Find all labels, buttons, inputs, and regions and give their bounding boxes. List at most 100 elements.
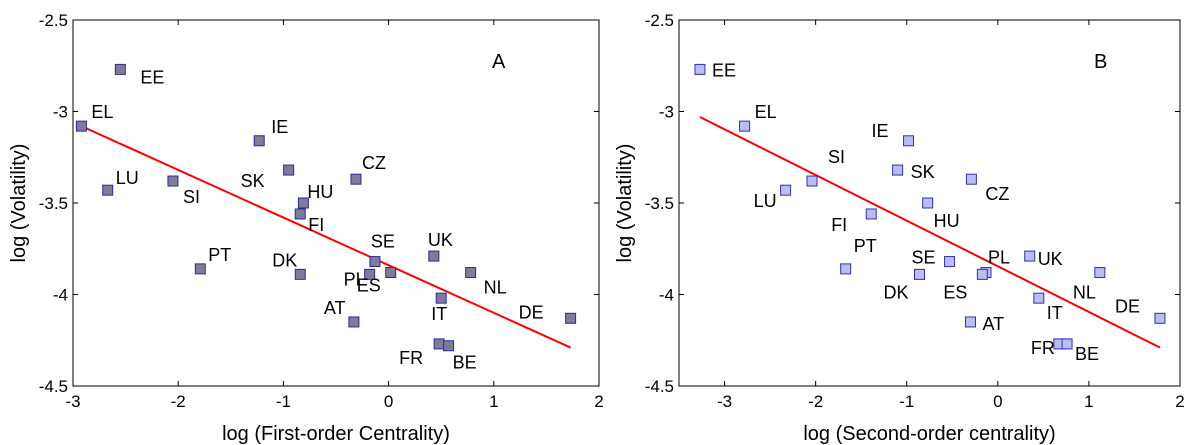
data-point-si <box>806 175 818 187</box>
data-point-cz <box>965 173 977 185</box>
data-point-it <box>435 292 447 304</box>
data-point-es <box>385 267 397 279</box>
panel-letter: B <box>1094 51 1107 73</box>
x-tick-label: 1 <box>1084 392 1093 411</box>
data-point-hu <box>922 197 934 209</box>
panel-a: -3 -2 -1 0 1 2 -2.5 -3 -3.5 -4 -4.5 log (First-orde… <box>8 11 604 445</box>
point-label-dk: DK <box>272 250 297 270</box>
data-point-cz <box>350 173 362 185</box>
point-label-fi: FI <box>308 215 324 235</box>
y-tick-label: -2.5 <box>39 11 68 30</box>
point-label-at: AT <box>324 298 346 318</box>
data-point-ee <box>114 63 126 75</box>
point-label-lu: LU <box>116 168 139 188</box>
data-point-fi <box>865 208 877 220</box>
point-label-es: ES <box>943 282 967 302</box>
data-point-pt <box>194 263 206 275</box>
point-label-be: BE <box>453 353 477 373</box>
x-tick-label: -1 <box>276 392 291 411</box>
point-label-hu: HU <box>934 211 960 231</box>
y-tick-label: -4 <box>53 286 68 305</box>
point-label-ee: EE <box>712 60 736 80</box>
data-point-el <box>739 120 751 132</box>
data-point-lu <box>780 184 792 196</box>
panel-b: -3 -2 -1 0 1 2 -2.5 -3 -3.5 -4 -4.5 log (Second-ord… <box>614 11 1185 445</box>
y-tick-label: -3.5 <box>39 194 68 213</box>
point-label-sk: SK <box>241 171 265 191</box>
panel-letter: A <box>492 51 506 73</box>
x-tick-label: 2 <box>1175 392 1184 411</box>
point-label-hu: HU <box>307 182 333 202</box>
point-label-pl: PL <box>988 248 1010 268</box>
point-label-fr: FR <box>1031 338 1055 358</box>
point-label-it: IT <box>1047 303 1063 323</box>
data-point-ie <box>253 135 265 147</box>
data-point-be <box>443 340 455 352</box>
x-tick-label: 2 <box>594 392 603 411</box>
point-label-dk: DK <box>883 282 908 302</box>
data-point-ee <box>694 63 706 75</box>
y-tick-label: -4.5 <box>39 377 68 396</box>
point-label-si: SI <box>828 147 845 167</box>
point-label-sk: SK <box>911 162 935 182</box>
point-label-lu: LU <box>754 191 777 211</box>
point-label-pt: PT <box>208 245 231 265</box>
data-point-it <box>1033 292 1045 304</box>
data-point-nl <box>1094 267 1106 279</box>
data-point-be <box>1061 338 1073 350</box>
point-label-de: DE <box>1115 296 1140 316</box>
point-label-es: ES <box>357 276 381 296</box>
data-point-fi <box>294 208 306 220</box>
data-point-uk <box>1024 250 1036 262</box>
data-point-lu <box>102 184 114 196</box>
point-label-nl: NL <box>1073 283 1096 303</box>
point-label-ee: EE <box>140 67 164 87</box>
point-label-ie: IE <box>271 117 288 137</box>
data-point-pl <box>364 268 376 280</box>
point-label-cz: CZ <box>985 184 1009 204</box>
y-tick-label: -4 <box>659 286 674 305</box>
point-label-ie: IE <box>872 121 889 141</box>
point-label-pl: PL <box>344 269 366 289</box>
y-axis-label: log (Volatility) <box>8 144 30 263</box>
x-axis-label: log (First-order Centrality) <box>222 423 450 445</box>
y-tick-label: -3.5 <box>645 194 674 213</box>
point-label-nl: NL <box>484 278 507 298</box>
point-label-uk: UK <box>1038 249 1063 269</box>
x-tick-label: 1 <box>489 392 498 411</box>
data-point-dk <box>913 268 925 280</box>
x-tick-label: -2 <box>171 392 186 411</box>
point-label-el: EL <box>755 102 777 122</box>
data-point-sk <box>283 164 295 176</box>
point-label-uk: UK <box>428 230 453 250</box>
regression-line <box>699 116 1161 349</box>
x-tick-label: -1 <box>899 392 914 411</box>
data-point-si <box>167 175 179 187</box>
point-label-cz: CZ <box>362 153 386 173</box>
data-point-uk <box>428 250 440 262</box>
point-label-be: BE <box>1075 344 1099 364</box>
point-label-it: IT <box>431 304 447 324</box>
data-point-de <box>1154 312 1166 324</box>
point-label-at: AT <box>982 314 1004 334</box>
data-point-at <box>348 316 360 328</box>
data-point-sk <box>892 164 904 176</box>
data-point-se <box>944 256 956 268</box>
point-label-el: EL <box>91 102 113 122</box>
x-tick-label: 0 <box>993 392 1002 411</box>
point-label-se: SE <box>371 232 395 252</box>
point-label-pt: PT <box>854 236 877 256</box>
point-label-de: DE <box>519 302 544 322</box>
x-tick-label: -2 <box>808 392 823 411</box>
point-label-se: SE <box>912 248 936 268</box>
y-tick-label: -3 <box>659 103 674 122</box>
x-axis-label: log (Second-order centrality) <box>803 423 1055 445</box>
data-point-es <box>976 268 988 280</box>
data-point-de <box>565 312 577 324</box>
x-tick-label: 0 <box>384 392 393 411</box>
x-tick-label: -3 <box>65 392 80 411</box>
data-point-fr <box>433 338 445 350</box>
y-axis-label: log (Volatility) <box>614 144 636 263</box>
data-point-hu <box>297 197 309 209</box>
